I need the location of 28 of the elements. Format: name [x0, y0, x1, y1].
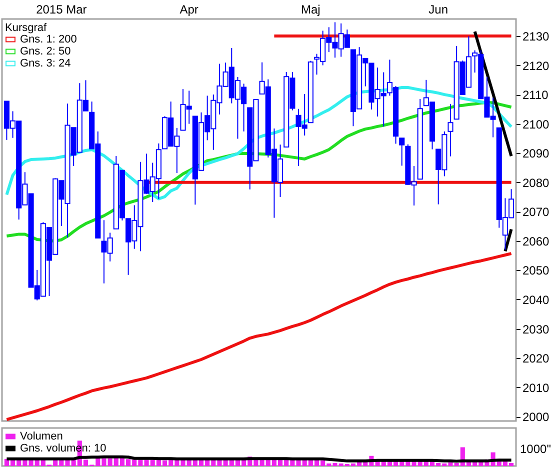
- y-tick-label: 2090: [522, 146, 550, 161]
- y-tick-label: 2050: [522, 264, 550, 278]
- y-tick-label: 2120: [522, 58, 550, 73]
- x-tick-label: Apr: [180, 2, 198, 16]
- legend-title: Kursgraf: [5, 22, 48, 34]
- y-tick-label: 2100: [522, 117, 550, 132]
- candlestick: [448, 103, 454, 157]
- legend-label: Gns. 1: 200: [20, 34, 77, 46]
- y-tick-label: 2080: [522, 176, 550, 190]
- y-tick-label: 2040: [522, 292, 550, 307]
- line-series: [5, 252, 513, 422]
- y-tick-label: 2070: [522, 205, 550, 220]
- y-tick-label: 2020: [522, 352, 550, 366]
- y-tick-label: 2110: [522, 88, 549, 102]
- y-tick-label: 2060: [522, 234, 550, 248]
- legend-label: Gns. 3: 24: [20, 58, 71, 70]
- y-tick-label: 2000: [522, 410, 550, 424]
- x-tick-label: 2015 Mar: [36, 2, 87, 16]
- x-tick-label: Jun: [428, 2, 448, 16]
- legend-label: Volumen: [20, 430, 63, 442]
- y-tick-label: 2130: [522, 29, 550, 44]
- y-tick-label: 2010: [522, 380, 550, 395]
- x-tick-label: Maj: [301, 2, 320, 16]
- text: 1000": [520, 442, 551, 456]
- legend-label: Gns. 2: 50: [20, 46, 71, 58]
- candlestick: [399, 138, 405, 166]
- line-series: [473, 30, 513, 158]
- y-tick-label: 2030: [522, 322, 550, 336]
